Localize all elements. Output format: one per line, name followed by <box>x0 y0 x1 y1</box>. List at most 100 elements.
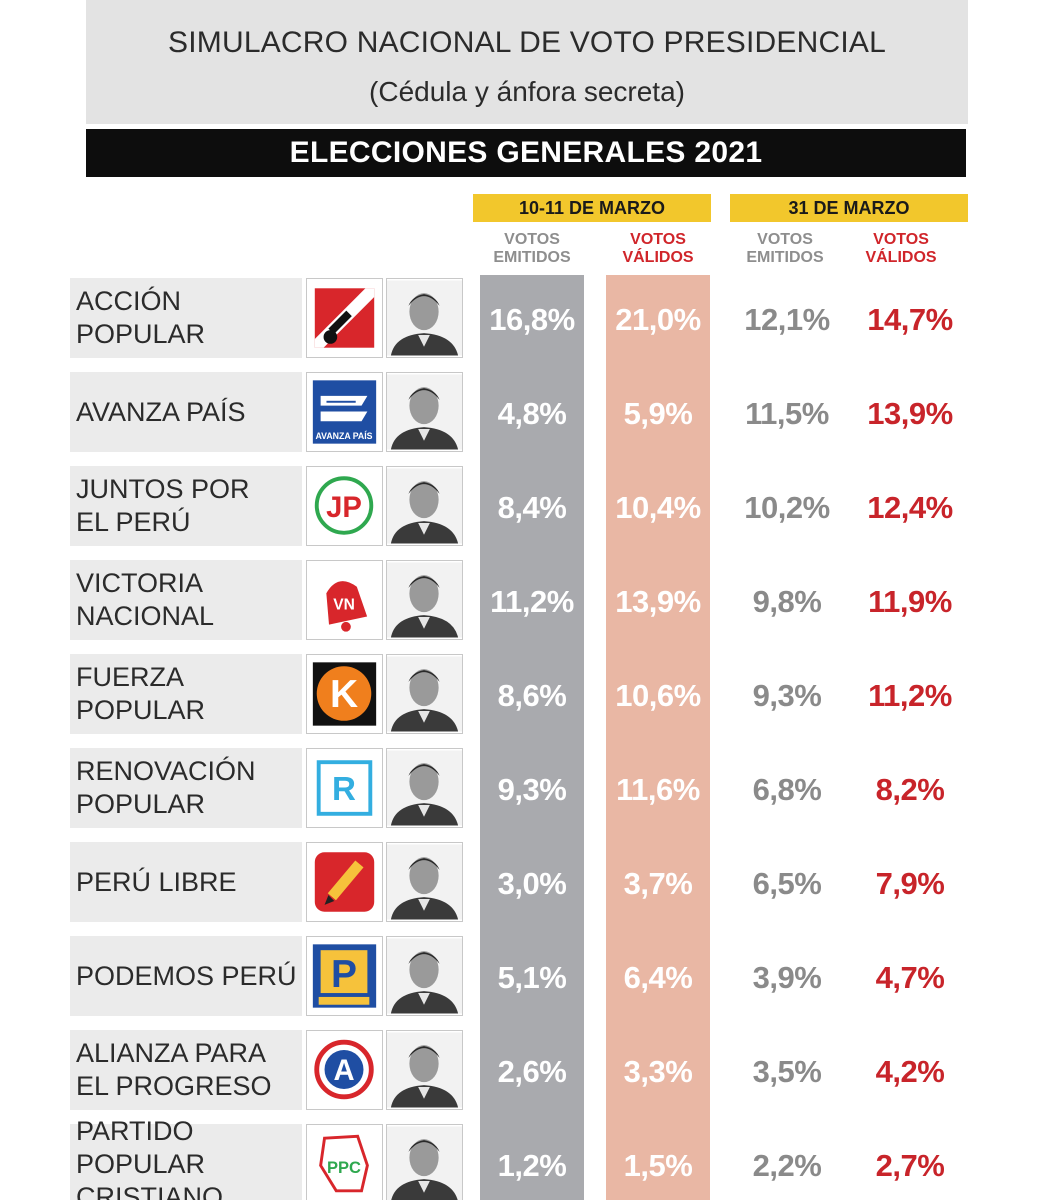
value-p1-emitidos: 3,0% <box>497 866 567 901</box>
header-box: SIMULACRO NACIONAL DE VOTO PRESIDENCIAL … <box>86 0 968 124</box>
candidate-photo <box>386 466 463 546</box>
period-header-1: 10-11 DE MARZO <box>473 194 711 222</box>
party-name: RENOVACIÓN POPULAR <box>70 748 302 828</box>
candidate-photo <box>386 560 463 640</box>
value-p1-emitidos: 4,8% <box>497 396 567 431</box>
col-head-p2-emitidos: VOTOS EMITIDOS <box>746 231 824 266</box>
value-p2-validos: 13,9% <box>867 396 953 431</box>
juntos-por-el-peru-logo-icon: JP <box>306 466 383 546</box>
party-name: PERÚ LIBRE <box>70 842 302 922</box>
value-p2-validos: 2,7% <box>875 1148 945 1183</box>
value-p1-emitidos: 5,1% <box>497 960 567 995</box>
chart-subtitle: (Cédula y ánfora secreta) <box>369 76 685 107</box>
value-p2-emitidos: 12,1% <box>744 302 830 337</box>
candidate-photo <box>386 372 463 452</box>
value-p1-validos: 21,0% <box>615 302 701 337</box>
candidate-photo <box>386 278 463 358</box>
banner-text: ELECCIONES GENERALES 2021 <box>289 136 763 169</box>
party-name: VICTORIA NACIONAL <box>70 560 302 640</box>
column-bg-p1-emitidos <box>480 275 584 1200</box>
peru-libre-logo-icon <box>306 842 383 922</box>
value-p1-validos: 3,3% <box>623 1054 693 1089</box>
value-p2-validos: 14,7% <box>867 302 953 337</box>
value-p2-emitidos: 9,3% <box>752 678 822 713</box>
value-p1-emitidos: 9,3% <box>497 772 567 807</box>
col-head-p2-validos: VOTOS VÁLIDOS <box>865 231 937 266</box>
renovacion-popular-logo-icon: R <box>306 748 383 828</box>
value-p1-validos: 5,9% <box>623 396 693 431</box>
party-name-line: RENOVACIÓN <box>76 756 256 786</box>
period-header-2: 31 DE MARZO <box>730 194 968 222</box>
podemos-peru-logo-icon: P <box>306 936 383 1016</box>
value-p2-emitidos: 6,5% <box>752 866 822 901</box>
party-name: ACCIÓN POPULAR <box>70 278 302 358</box>
column-bg-p1-validos <box>606 275 710 1200</box>
value-p2-emitidos: 11,5% <box>745 396 829 431</box>
party-name-line: CRISTIANO <box>76 1181 224 1200</box>
party-name-line: EL PROGRESO <box>76 1071 272 1101</box>
value-p1-validos: 3,7% <box>623 866 693 901</box>
party-name-line: ALIANZA PARA <box>76 1038 267 1068</box>
party-name-line: POPULAR <box>76 695 206 725</box>
value-p2-validos: 11,9% <box>868 584 952 619</box>
party-name: ALIANZA PARA EL PROGRESO <box>70 1030 302 1110</box>
party-name-line: ACCIÓN <box>76 286 182 316</box>
partido-popular-cristiano-logo-icon: PPC <box>306 1124 383 1200</box>
value-p2-emitidos: 10,2% <box>744 490 830 525</box>
party-name: JUNTOS POR EL PERÚ <box>70 466 302 546</box>
value-p1-validos: 11,6% <box>616 772 700 807</box>
svg-text:K: K <box>330 673 358 716</box>
value-p1-emitidos: 8,6% <box>497 678 567 713</box>
candidate-photo <box>386 936 463 1016</box>
candidate-photo <box>386 748 463 828</box>
value-p2-emitidos: 2,2% <box>752 1148 822 1183</box>
value-p1-validos: 10,6% <box>615 678 701 713</box>
value-p2-validos: 4,7% <box>875 960 945 995</box>
party-name: FUERZA POPULAR <box>70 654 302 734</box>
party-name-line: PARTIDO POPULAR <box>76 1115 206 1179</box>
value-p2-emitidos: 9,8% <box>752 584 822 619</box>
col-head-p1-emitidos: VOTOS EMITIDOS <box>493 231 571 266</box>
fuerza-popular-logo-icon: K <box>306 654 383 734</box>
svg-text:R: R <box>332 771 356 808</box>
party-name-line: POPULAR <box>76 319 206 349</box>
candidate-photo <box>386 654 463 734</box>
value-p1-emitidos: 8,4% <box>497 490 567 525</box>
alianza-para-el-progreso-logo-icon: A <box>306 1030 383 1110</box>
svg-text:AVANZA PAÍS: AVANZA PAÍS <box>315 430 372 441</box>
party-name-line: NACIONAL <box>76 601 215 631</box>
value-p2-emitidos: 3,9% <box>752 960 822 995</box>
party-name: PODEMOS PERÚ <box>70 936 302 1016</box>
value-p2-validos: 4,2% <box>875 1054 945 1089</box>
value-p2-validos: 7,9% <box>875 866 945 901</box>
accion-popular-logo-icon <box>306 278 383 358</box>
value-p1-validos: 6,4% <box>623 960 693 995</box>
party-name-line: JUNTOS POR <box>76 474 250 504</box>
party-name-line: POPULAR <box>76 789 206 819</box>
party-name-line: PODEMOS PERÚ <box>76 960 297 991</box>
party-name-line: FUERZA <box>76 662 184 692</box>
avanza-pais-logo-icon: AVANZA PAÍS <box>306 372 383 452</box>
value-p1-validos: 1,5% <box>623 1148 693 1183</box>
party-name-line: EL PERÚ <box>76 507 191 537</box>
value-p2-validos: 8,2% <box>875 772 945 807</box>
banner: ELECCIONES GENERALES 2021 <box>86 129 966 177</box>
svg-text:VN: VN <box>333 596 355 613</box>
party-name: AVANZA PAÍS <box>70 372 302 452</box>
svg-text:P: P <box>331 953 357 996</box>
value-p1-emitidos: 11,2% <box>490 584 574 619</box>
value-p1-validos: 10,4% <box>615 490 701 525</box>
value-p2-emitidos: 3,5% <box>752 1054 822 1089</box>
value-p1-emitidos: 1,2% <box>497 1148 567 1183</box>
col-head-p1-validos: VOTOS VÁLIDOS <box>622 231 694 266</box>
value-p1-emitidos: 16,8% <box>489 302 575 337</box>
candidate-photo <box>386 1124 463 1200</box>
victoria-nacional-logo-icon: VN <box>306 560 383 640</box>
party-name-line: AVANZA PAÍS <box>76 396 246 427</box>
party-name-line: VICTORIA <box>76 568 204 598</box>
value-p1-validos: 13,9% <box>615 584 701 619</box>
value-p2-emitidos: 6,8% <box>752 772 822 807</box>
svg-text:JP: JP <box>326 492 362 524</box>
party-name-line: PERÚ LIBRE <box>76 866 237 897</box>
candidate-photo <box>386 1030 463 1110</box>
